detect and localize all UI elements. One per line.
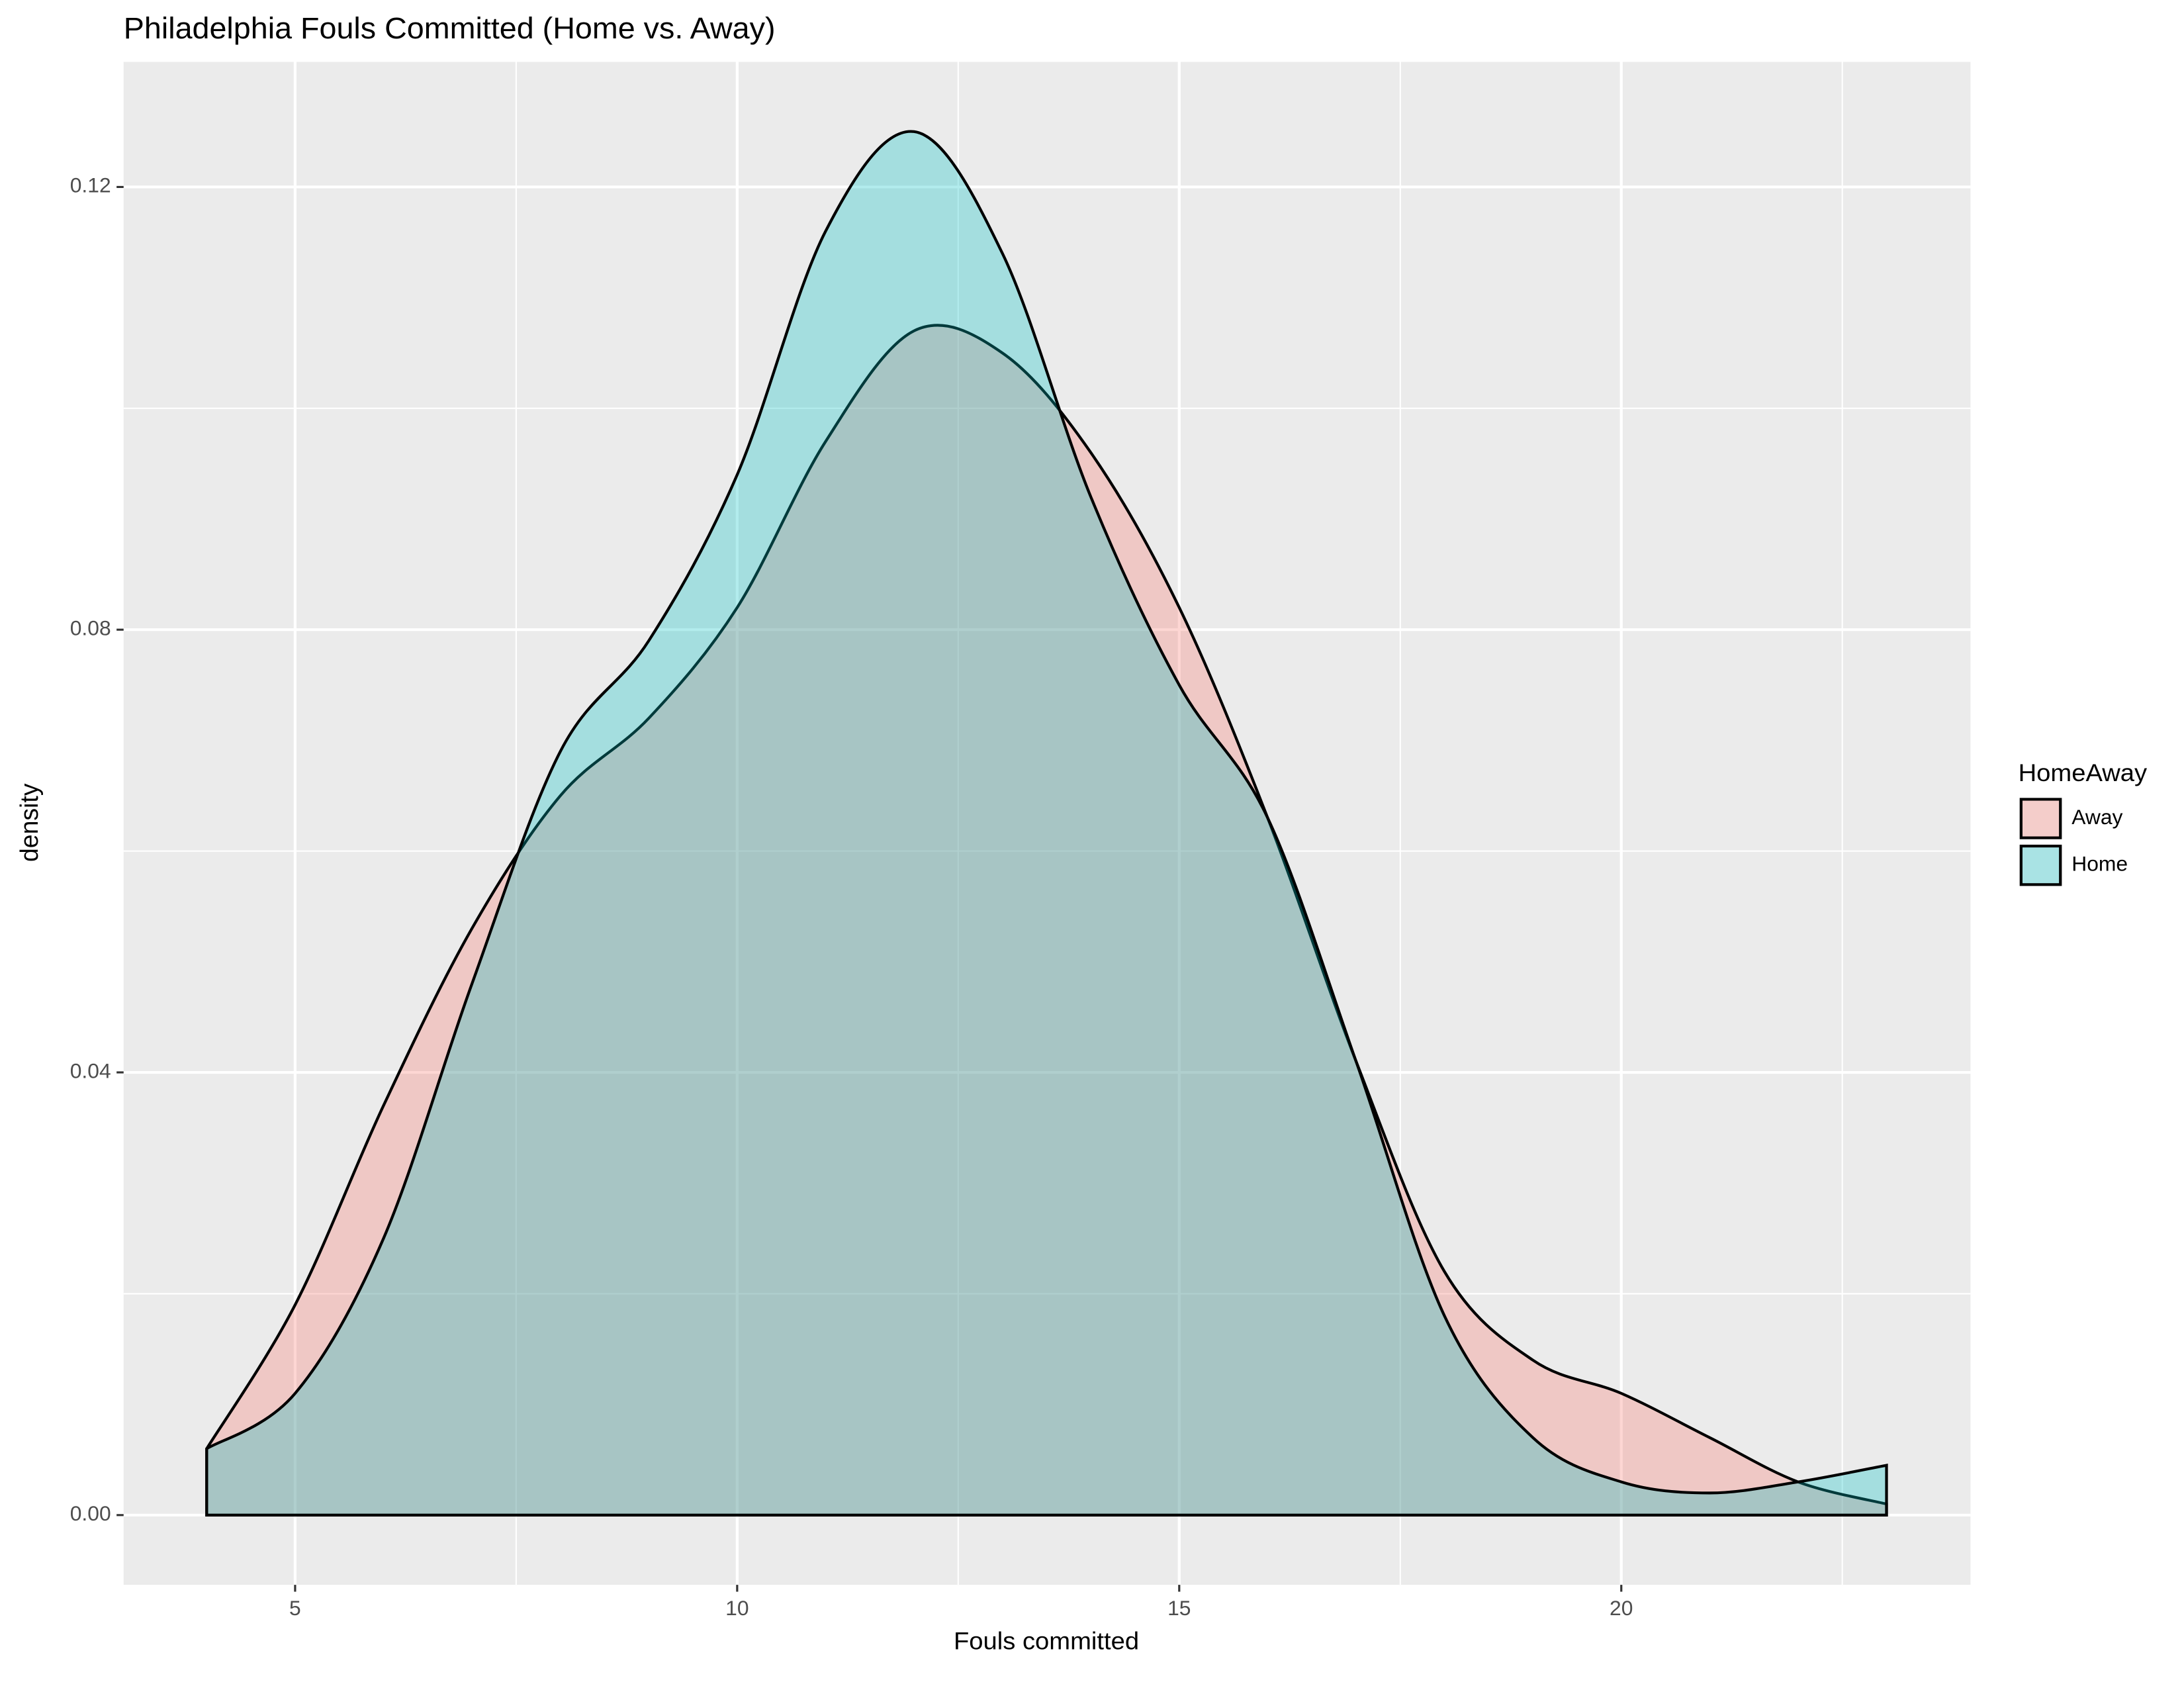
legend-label: Away <box>2071 805 2123 829</box>
plot-panel <box>123 62 1971 1585</box>
y-tick-label: 0.04 <box>70 1059 111 1083</box>
legend-title: HomeAway <box>2019 759 2148 787</box>
y-tick-label: 0.08 <box>70 616 111 640</box>
y-axis-label: density <box>15 783 43 862</box>
y-tick-label: 0.12 <box>70 173 111 197</box>
density-area <box>205 130 1888 1517</box>
chart-title: Philadelphia Fouls Committed (Home vs. A… <box>124 11 776 44</box>
legend-key <box>2019 798 2062 839</box>
y-tick-label: 0.00 <box>70 1501 111 1525</box>
x-tick-label: 10 <box>725 1596 749 1620</box>
legend-key-bg <box>2019 845 2062 886</box>
x-tick-label: 20 <box>1610 1596 1633 1620</box>
legend-key <box>2019 845 2062 886</box>
density-area <box>205 324 1888 1517</box>
x-tick-label: 5 <box>289 1596 301 1620</box>
x-tick-label: 15 <box>1167 1596 1191 1620</box>
legend-key-bg <box>2019 798 2062 839</box>
x-axis-label: Fouls committed <box>954 1628 1139 1656</box>
legend-label: Home <box>2071 852 2128 876</box>
